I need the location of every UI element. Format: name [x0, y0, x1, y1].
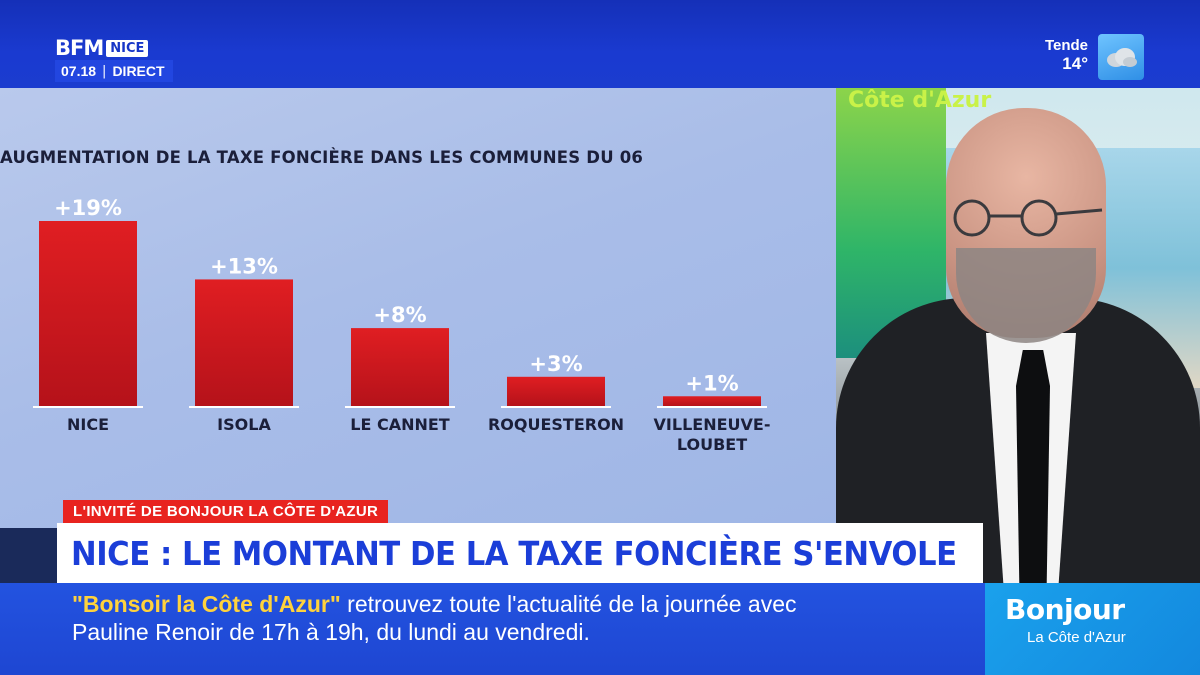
- headline-banner: NICE : LE MONTANT DE LA TAXE FONCIÈRE S'…: [57, 523, 983, 583]
- live-label: DIRECT: [112, 63, 165, 79]
- weather-city: Tende: [1044, 37, 1088, 54]
- ticker-line-1: "Bonsoir la Côte d'Azur" retrouvez toute…: [72, 591, 797, 618]
- cloud-icon: [1098, 34, 1144, 80]
- top-bar: BFM NICE 07.18 | DIRECT Tende 14°: [0, 0, 1200, 88]
- value-label-0: +19%: [54, 196, 122, 220]
- time-separator: |: [102, 63, 107, 79]
- value-label-1: +13%: [210, 254, 278, 278]
- value-label-3: +3%: [529, 352, 582, 376]
- category-label-3-0: ROQUESTERON: [488, 415, 624, 434]
- ticker-highlight: "Bonsoir la Côte d'Azur": [72, 591, 341, 617]
- weather-temperature: 14°: [1062, 54, 1088, 73]
- category-label-4-1: LOUBET: [677, 435, 747, 454]
- value-label-2: +8%: [373, 303, 426, 327]
- ticker-line-2: Pauline Renoir de 17h à 19h, du lundi au…: [72, 619, 590, 645]
- guest-tag: L'INVITÉ DE BONJOUR LA CÔTE D'AZUR: [63, 500, 389, 523]
- show-logo: Bonjour La Côte d'Azur: [985, 583, 1200, 675]
- chart-title: AUGMENTATION DE LA TAXE FONCIÈRE DANS LE…: [0, 148, 644, 167]
- clock-time: 07.18: [61, 63, 97, 79]
- live-indicator: 07.18 | DIRECT: [55, 60, 173, 82]
- guest-tag-label: L'INVITÉ DE BONJOUR LA CÔTE D'AZUR: [73, 503, 379, 520]
- category-label-4-0: VILLENEUVE-: [654, 415, 771, 434]
- channel-brand: BFM: [55, 36, 104, 60]
- chart-panel: AUGMENTATION DE LA TAXE FONCIÈRE DANS LE…: [0, 88, 836, 528]
- ticker-line-1-text: retrouvez toute l'actualité de la journé…: [340, 591, 797, 617]
- show-subtitle: La Côte d'Azur: [1027, 629, 1126, 646]
- guest-tie: [1016, 350, 1050, 588]
- weather-widget: Tende 14°: [1045, 37, 1088, 74]
- channel-region: NICE: [106, 39, 149, 57]
- category-label-0-0: NICE: [67, 415, 109, 434]
- glasses-icon: [953, 199, 1103, 237]
- backdrop-text: Côte d'Azur: [848, 88, 992, 113]
- bar-chart: +19% NICE +13% ISOLA +8% LE CANNET +3% ROQUESTE…: [33, 196, 771, 454]
- bar-1: [195, 279, 293, 406]
- headline-text: NICE : LE MONTANT DE LA TAXE FONCIÈRE S'…: [71, 533, 957, 573]
- guest-video: Côte d'Azur: [836, 88, 1200, 588]
- show-title: Bonjour: [1005, 593, 1125, 626]
- bar-0: [39, 221, 137, 406]
- news-ticker: "Bonsoir la Côte d'Azur" retrouvez toute…: [0, 583, 985, 675]
- bar-4: [663, 396, 761, 406]
- channel-logo: BFM NICE: [55, 36, 149, 60]
- bar-3: [507, 376, 605, 406]
- category-label-1-0: ISOLA: [217, 415, 271, 434]
- category-label-2-0: LE CANNET: [350, 415, 450, 434]
- value-label-4: +1%: [685, 371, 738, 395]
- bar-2: [351, 328, 449, 406]
